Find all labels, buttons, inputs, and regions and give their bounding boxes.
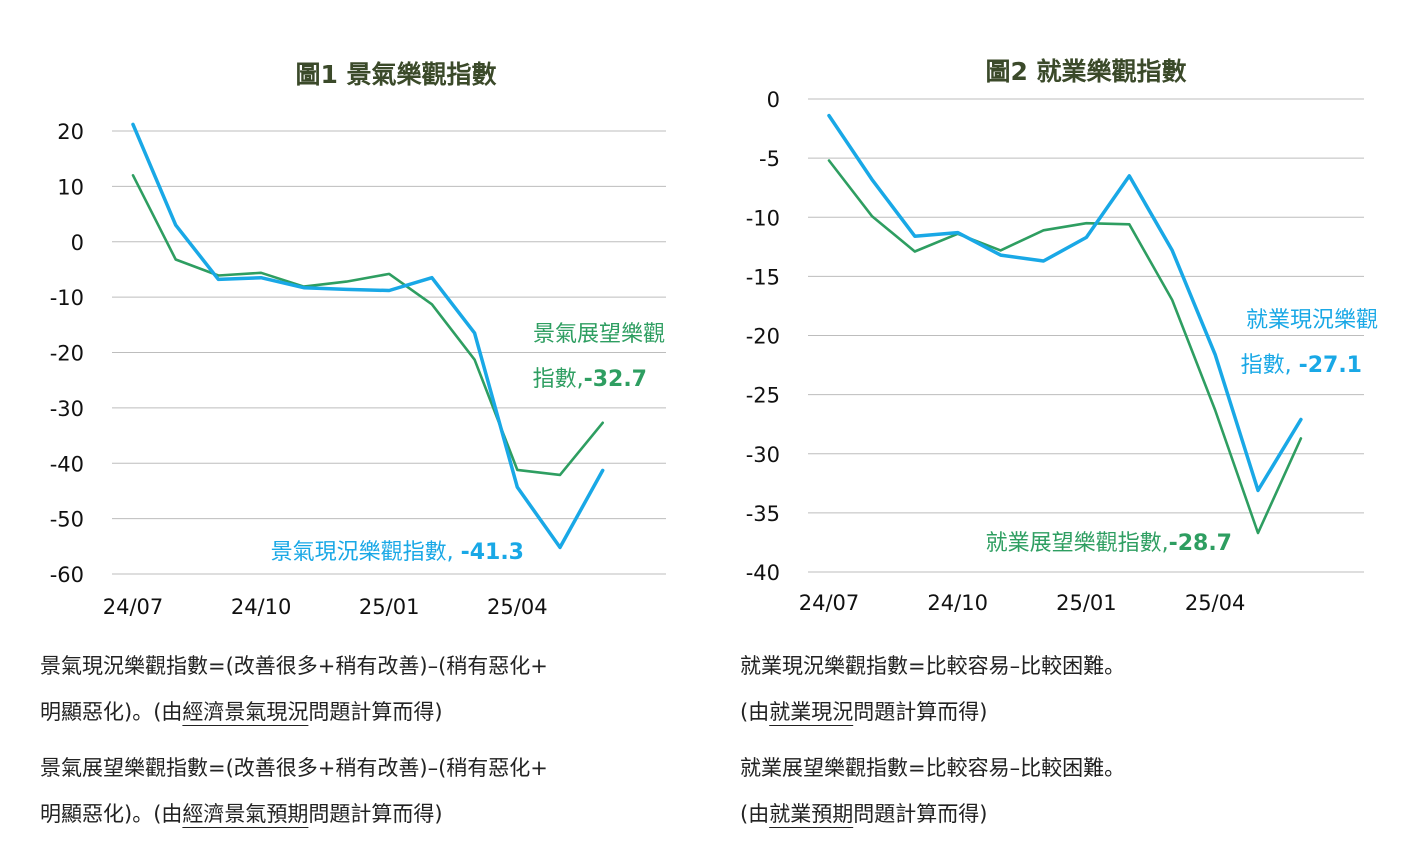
right-note-current-source: (由就業現況問題計算而得)	[740, 700, 988, 724]
chart2-outlook-annotation: 就業展望樂觀指數,-28.7	[986, 531, 1232, 556]
y-tick-label: -30	[746, 443, 780, 467]
y-tick-label: 20	[57, 120, 84, 144]
y-tick-label: 0	[71, 231, 84, 255]
series-line-current	[131, 122, 605, 550]
x-tick-label: 24/07	[103, 595, 164, 619]
chart1-title: 圖1 景氣樂觀指數	[295, 60, 496, 89]
x-tick-label: 25/01	[359, 595, 420, 619]
right-note-outlook-source: (由就業預期問題計算而得)	[740, 802, 988, 826]
y-tick-label: -10	[50, 286, 84, 310]
y-tick-label: 10	[57, 175, 84, 199]
series-line-outlook	[827, 159, 1303, 535]
y-tick-label: -5	[759, 147, 780, 171]
chart-business-optimism: 圖1 景氣樂觀指數 20 10 0 -10 -20 -30 -40 -50 -60 24/07 2…	[50, 60, 666, 619]
chart2-current-annotation-line1: 就業現況樂觀	[1246, 308, 1378, 333]
left-note-current-source: 明顯惡化)。(由經濟景氣現況問題計算而得)	[40, 700, 443, 724]
y-tick-label: -60	[50, 563, 84, 587]
series-line-current	[827, 113, 1303, 493]
x-tick-label: 24/10	[927, 591, 988, 615]
chart1-outlook-annotation-line2: 指數,-32.7	[533, 367, 647, 392]
x-tick-label: 24/10	[231, 595, 292, 619]
y-tick-label: -25	[746, 384, 780, 408]
chart2-current-annotation-line2: 指數, -27.1	[1241, 353, 1362, 378]
y-tick-label: -50	[50, 508, 84, 532]
y-tick-label: -15	[746, 265, 780, 289]
x-tick-label: 24/07	[799, 591, 860, 615]
chart-employment-optimism: 圖2 就業樂觀指數 0 -5 -10 -15 -20 -25 -30 -35 -40 24/07…	[746, 57, 1378, 615]
y-tick-label: -20	[50, 342, 84, 366]
chart1-current-annotation: 景氣現況樂觀指數, -41.3	[271, 540, 524, 565]
y-tick-label: -20	[746, 325, 780, 349]
left-note-outlook-source: 明顯惡化)。(由經濟景氣預期問題計算而得)	[40, 802, 443, 826]
y-tick-label: -10	[746, 206, 780, 230]
y-tick-label: -30	[50, 397, 84, 421]
x-tick-label: 25/04	[1185, 591, 1246, 615]
chart1-outlook-annotation-line1: 景氣展望樂觀	[533, 322, 665, 347]
y-tick-label: -35	[746, 502, 780, 526]
x-tick-label: 25/04	[487, 595, 548, 619]
y-tick-label: -40	[746, 561, 780, 585]
right-notes: 就業現況樂觀指數=比較容易–比較困難。 (由就業現況問題計算而得) 就業展望樂觀…	[740, 643, 1125, 837]
left-note-outlook-definition: 景氣展望樂觀指數=(改善很多+稍有改善)–(稍有惡化+	[40, 756, 548, 780]
x-tick-label: 25/01	[1056, 591, 1117, 615]
y-tick-label: 0	[767, 88, 780, 112]
left-note-current-definition: 景氣現況樂觀指數=(改善很多+稍有改善)–(稍有惡化+	[40, 654, 548, 678]
right-note-current-definition: 就業現況樂觀指數=比較容易–比較困難。	[740, 654, 1126, 678]
left-notes: 景氣現況樂觀指數=(改善很多+稍有改善)–(稍有惡化+ 明顯惡化)。(由經濟景氣…	[40, 643, 548, 837]
right-note-outlook-definition: 就業展望樂觀指數=比較容易–比較困難。	[740, 756, 1126, 780]
y-tick-label: -40	[50, 452, 84, 476]
chart2-title: 圖2 就業樂觀指數	[985, 57, 1186, 86]
